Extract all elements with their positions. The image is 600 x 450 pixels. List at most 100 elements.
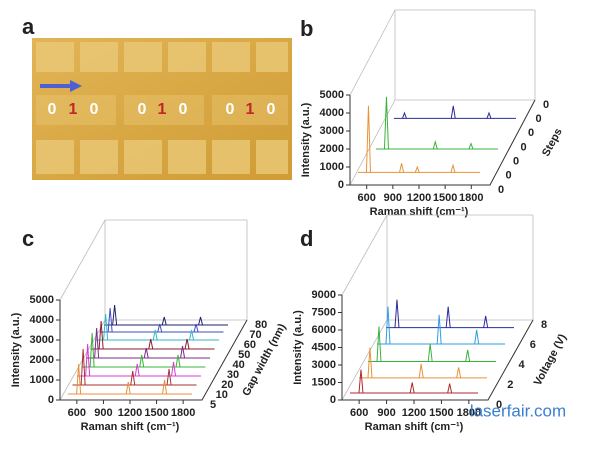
x-tick-label: 900 [377, 407, 395, 419]
raman-peak [367, 347, 373, 378]
raman-peak [394, 299, 400, 328]
raman-peak [409, 382, 415, 394]
digit: 0 [90, 101, 99, 118]
raman-peak [85, 343, 91, 377]
y-tick-label: 0 [338, 179, 344, 191]
raman-peak [399, 163, 405, 173]
x-tick-label: 1800 [457, 407, 481, 419]
raman-peak [447, 383, 453, 394]
z-tick-label: 4 [519, 359, 526, 371]
raman-peak [474, 329, 480, 345]
digit: 0 [179, 101, 188, 118]
box [341, 214, 534, 401]
y-tick-label: 1500 [312, 376, 336, 388]
raman-peak [383, 96, 389, 150]
y-tick-label: 2000 [30, 354, 54, 366]
raman-peak [107, 307, 113, 333]
raman-peak [139, 354, 145, 368]
y-axis-label: Intensity (a.u.) [10, 312, 22, 387]
panel-label: c [22, 226, 34, 251]
box [349, 9, 536, 186]
x-axis-label: Raman shift (cm⁻¹) [370, 206, 469, 218]
y-tick-label: 5000 [320, 89, 344, 101]
digit: 1 [158, 101, 167, 118]
raman-peak [148, 338, 154, 350]
raman-peak [112, 304, 118, 326]
y-tick-label: 1000 [320, 161, 344, 173]
raman-peak [161, 316, 167, 326]
z-tick-label: 5 [210, 399, 216, 411]
raman-peak [180, 345, 186, 359]
raman-peak [89, 332, 95, 368]
z-tick-label: 0 [543, 99, 549, 111]
panel-label: a [22, 14, 35, 39]
z-tick-label: 30 [227, 369, 239, 381]
z-tick-label: 0 [536, 113, 542, 125]
x-tick-label: 600 [350, 407, 368, 419]
digit: 0 [226, 101, 235, 118]
raman-peak [465, 349, 471, 362]
y-tick-label: 0 [48, 394, 54, 406]
raman-peak [171, 361, 177, 377]
raman-peak [175, 354, 181, 368]
raman-peak [427, 343, 433, 362]
arrow-head [70, 80, 82, 92]
raman-peak [130, 370, 136, 386]
raman-peak [450, 163, 456, 173]
pads [36, 42, 288, 174]
x-tick-label: 1800 [459, 192, 483, 204]
x-tick-label: 1200 [407, 192, 431, 204]
raman-peak [358, 369, 364, 394]
y-tick-label: 4000 [30, 314, 54, 326]
x-axis-label: Raman shift (cm⁻¹) [365, 421, 464, 433]
raman-peak [456, 367, 462, 378]
x-tick-label: 1500 [429, 407, 453, 419]
y-tick-label: 0 [330, 394, 336, 406]
digit: 0 [267, 101, 276, 118]
z-axis-label: Steps [540, 126, 565, 158]
z-tick-label: 0 [521, 141, 527, 153]
raman-peak [184, 338, 190, 350]
z-tick-label: 0 [496, 399, 502, 411]
raman-peak [143, 347, 149, 359]
raman-peak [193, 323, 199, 333]
y-tick-label: 7500 [312, 306, 336, 318]
raman-peak [125, 381, 131, 395]
z-tick-label: 6 [530, 339, 536, 351]
z-tick-label: 0 [513, 156, 519, 168]
y-tick-label: 6000 [312, 324, 336, 336]
z-tick-label: 40 [233, 359, 245, 371]
axes [349, 95, 536, 186]
raman-peak [198, 316, 204, 326]
y-tick-label: 3000 [312, 359, 336, 371]
x-tick-label: 900 [94, 407, 112, 419]
z-tick-label: 0 [528, 127, 534, 139]
watermark: laserfair.com [470, 401, 566, 420]
digit: 0 [48, 101, 57, 118]
raman-peak [385, 306, 391, 345]
x-tick-label: 1200 [118, 407, 142, 419]
z-tick-label: 50 [238, 349, 250, 361]
digit: 1 [246, 101, 255, 118]
x-tick-label: 600 [358, 192, 376, 204]
raman-peak [103, 313, 109, 341]
raman-peak [162, 379, 168, 395]
y-tick-label: 2000 [320, 143, 344, 155]
x-tick-label: 900 [384, 192, 402, 204]
z-tick-label: 20 [221, 379, 233, 391]
z-tick-label: 0 [506, 170, 512, 182]
z-tick-label: 80 [255, 319, 267, 331]
raman-peak [94, 327, 100, 359]
z-axis-label: Voltage (V) [532, 332, 569, 388]
raman-peak [483, 315, 489, 328]
raman-peak [152, 329, 158, 341]
raman-peak [80, 348, 86, 386]
box [59, 219, 248, 401]
x-tick-label: 600 [68, 407, 86, 419]
y-tick-label: 1000 [30, 374, 54, 386]
raman-peak [468, 142, 474, 150]
z-tick-label: 10 [216, 389, 228, 401]
panel-label: b [300, 16, 313, 41]
